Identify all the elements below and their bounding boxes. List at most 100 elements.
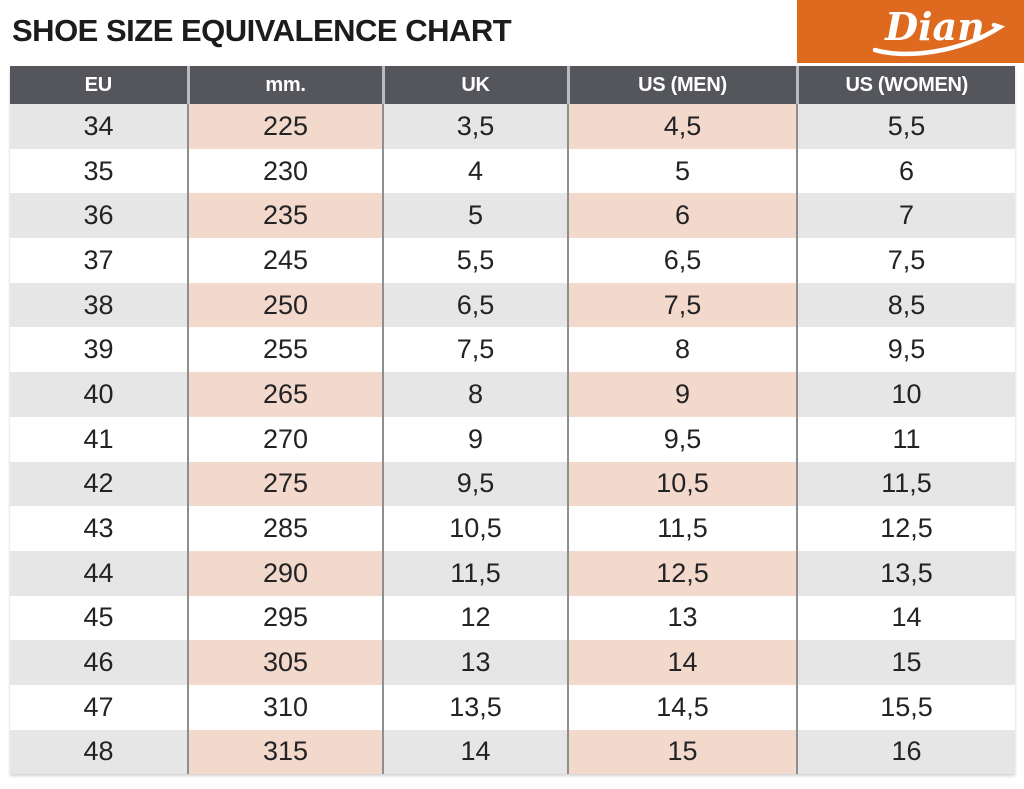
size-cell: 42 — [10, 461, 188, 507]
table-row: 36 235 5 6 7 — [10, 193, 1015, 239]
column-header: US (WOMEN) — [795, 66, 1015, 104]
logo-swash — [872, 22, 1006, 57]
size-cell: 10,5 — [567, 461, 797, 507]
size-cell: 14,5 — [567, 684, 797, 730]
size-cell: 43 — [10, 506, 188, 551]
brand-logo: Dian — [797, 0, 1024, 63]
size-cell: 11 — [796, 416, 1015, 462]
size-cell: 245 — [187, 238, 383, 283]
size-cell: 14 — [567, 640, 797, 685]
size-cell: 10,5 — [382, 506, 568, 551]
size-cell: 16 — [796, 729, 1015, 775]
table-row: 35 230 4 5 6 — [10, 148, 1015, 194]
size-cell: 5,5 — [382, 238, 568, 283]
size-table-head: EU mm. UK US (MEN) US (WOMEN) — [10, 66, 1015, 104]
size-cell: 295 — [187, 595, 383, 641]
size-cell: 8 — [567, 327, 797, 373]
size-cell: 46 — [10, 640, 188, 685]
size-cell: 48 — [10, 729, 188, 775]
size-cell: 5 — [567, 148, 797, 194]
column-header: UK — [381, 66, 568, 104]
table-row: 42 275 9,5 10,5 11,5 — [10, 461, 1015, 507]
size-cell: 38 — [10, 282, 188, 328]
size-cell: 9,5 — [796, 327, 1015, 373]
size-cell: 13 — [382, 640, 568, 685]
size-cell: 9,5 — [382, 461, 568, 507]
size-cell: 47 — [10, 684, 188, 730]
size-cell: 12,5 — [567, 550, 797, 596]
size-table: EU mm. UK US (MEN) US (WOMEN) 34 225 3,5 4,5 5,5… — [10, 66, 1015, 775]
size-cell: 11,5 — [567, 506, 797, 551]
size-cell: 270 — [187, 416, 383, 462]
size-cell: 3,5 — [382, 104, 568, 149]
column-header: mm. — [186, 66, 383, 104]
size-cell: 34 — [10, 104, 188, 149]
column-header: US (MEN) — [566, 66, 797, 104]
size-cell: 36 — [10, 193, 188, 239]
table-row: 48 315 14 15 16 — [10, 729, 1015, 775]
size-cell: 7,5 — [382, 327, 568, 373]
size-cell: 4,5 — [567, 104, 797, 149]
size-cell: 11,5 — [382, 550, 568, 596]
size-cell: 10 — [796, 372, 1015, 417]
size-cell: 5,5 — [796, 104, 1015, 149]
size-cell: 14 — [382, 729, 568, 775]
size-cell: 250 — [187, 282, 383, 328]
table-row: 41 270 9 9,5 11 — [10, 416, 1015, 462]
size-cell: 40 — [10, 372, 188, 417]
table-row: 47 310 13,5 14,5 15,5 — [10, 684, 1015, 730]
dian-logo-icon: Dian — [872, 4, 1006, 57]
page-title: SHOE SIZE EQUIVALENCE CHART — [12, 13, 512, 48]
size-cell: 8 — [382, 372, 568, 417]
size-cell: 6,5 — [382, 282, 568, 328]
size-cell: 235 — [187, 193, 383, 239]
table-row: 39 255 7,5 8 9,5 — [10, 327, 1015, 373]
size-cell: 315 — [187, 729, 383, 775]
size-cell: 35 — [10, 148, 188, 194]
size-cell: 9 — [567, 372, 797, 417]
size-cell: 14 — [796, 595, 1015, 641]
size-cell: 6,5 — [567, 238, 797, 283]
size-cell: 8,5 — [796, 282, 1015, 328]
table-row: 37 245 5,5 6,5 7,5 — [10, 238, 1015, 283]
size-cell: 255 — [187, 327, 383, 373]
size-cell: 44 — [10, 550, 188, 596]
page-header: SHOE SIZE EQUIVALENCE CHART Dian — [0, 0, 1024, 66]
table-row: 40 265 8 9 10 — [10, 372, 1015, 417]
logo-text: Dian — [884, 4, 985, 49]
size-cell: 310 — [187, 684, 383, 730]
size-table-body: 34 225 3,5 4,5 5,5 35 230 4 5 6 36 235 5 6 7 37 245 5,5 6,… — [10, 104, 1015, 775]
size-cell: 41 — [10, 416, 188, 462]
table-row: 44 290 11,5 12,5 13,5 — [10, 550, 1015, 596]
size-cell: 13,5 — [382, 684, 568, 730]
size-cell: 225 — [187, 104, 383, 149]
table-row: 34 225 3,5 4,5 5,5 — [10, 104, 1015, 149]
size-cell: 15 — [796, 640, 1015, 685]
size-cell: 285 — [187, 506, 383, 551]
size-cell: 15,5 — [796, 684, 1015, 730]
size-cell: 5 — [382, 193, 568, 239]
table-row: 46 305 13 14 15 — [10, 640, 1015, 685]
size-cell: 13 — [567, 595, 797, 641]
table-row: 43 285 10,5 11,5 12,5 — [10, 506, 1015, 551]
size-cell: 4 — [382, 148, 568, 194]
size-cell: 12 — [382, 595, 568, 641]
table-row: 45 295 12 13 14 — [10, 595, 1015, 641]
size-cell: 6 — [567, 193, 797, 239]
size-cell: 39 — [10, 327, 188, 373]
size-cell: 6 — [796, 148, 1015, 194]
column-header: EU — [10, 66, 188, 104]
size-cell: 275 — [187, 461, 383, 507]
size-cell: 9 — [382, 416, 568, 462]
size-cell: 290 — [187, 550, 383, 596]
size-cell: 9,5 — [567, 416, 797, 462]
size-cell: 45 — [10, 595, 188, 641]
size-cell: 7,5 — [796, 238, 1015, 283]
size-cell: 230 — [187, 148, 383, 194]
size-cell: 7 — [796, 193, 1015, 239]
size-cell: 11,5 — [796, 461, 1015, 507]
size-cell: 12,5 — [796, 506, 1015, 551]
size-cell: 7,5 — [567, 282, 797, 328]
size-cell: 265 — [187, 372, 383, 417]
table-row: 38 250 6,5 7,5 8,5 — [10, 282, 1015, 328]
